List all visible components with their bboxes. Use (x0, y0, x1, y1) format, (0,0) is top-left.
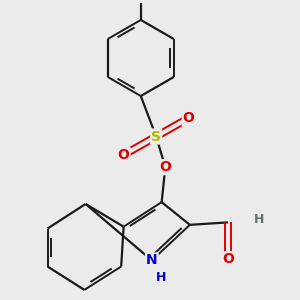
Text: O: O (222, 252, 234, 266)
Text: H: H (254, 213, 264, 226)
Text: O: O (183, 111, 195, 125)
Text: H: H (156, 271, 166, 284)
Text: O: O (118, 148, 130, 162)
Text: O: O (159, 160, 171, 174)
Text: N: N (146, 254, 158, 267)
Text: S: S (151, 130, 161, 143)
